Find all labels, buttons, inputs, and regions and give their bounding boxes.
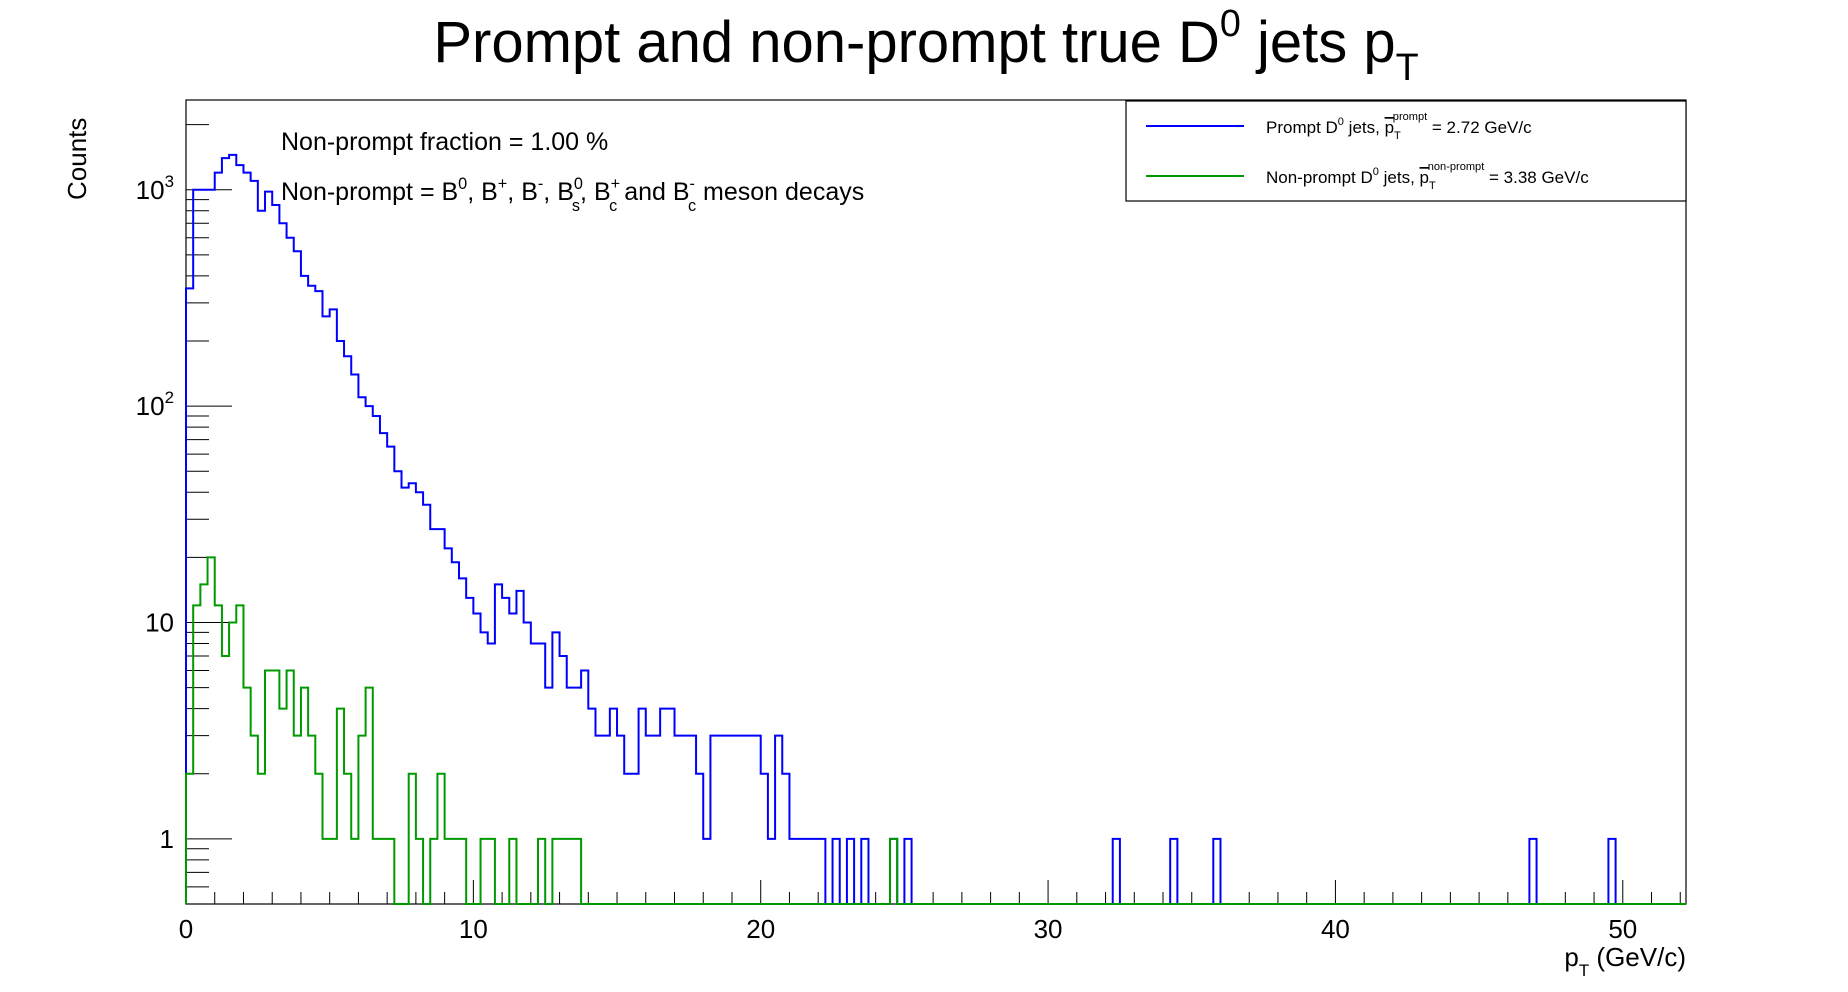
x-tick-label: 10	[459, 914, 488, 944]
legend: Prompt D0 jets, pTprompt = 2.72 GeV/c No…	[1125, 100, 1687, 202]
y-tick-label: 1	[160, 824, 174, 854]
legend-box	[1125, 100, 1687, 202]
y-tick-label: 102	[136, 388, 174, 421]
title-sub: T	[1396, 46, 1419, 88]
x-tick-label: 20	[746, 914, 775, 944]
series-prompt-line	[185, 153, 1686, 905]
x-axis: 0 10 20 30 40 50	[179, 880, 1681, 944]
annotation-fraction: Non-prompt fraction = 1.00 %	[281, 128, 608, 156]
chart-title: Prompt and non-prompt true D0 jets pT	[433, 2, 1418, 88]
title-main: Prompt and non-prompt true D	[433, 10, 1220, 75]
plot-frame	[185, 99, 1687, 905]
legend-label-prompt: Prompt D0 jets, pTprompt = 2.72 GeV/c	[1266, 111, 1532, 142]
annotation-decays: Non-prompt = B0, B+, B-, B0 s, B+ c and B-…	[281, 175, 864, 215]
x-tick-label: 40	[1321, 914, 1350, 944]
xlabel-rest: (GeV/c)	[1589, 942, 1686, 972]
xlabel-sub: T	[1579, 961, 1589, 980]
title-sup: 0	[1220, 2, 1241, 44]
legend-label-nonprompt: Non-prompt D0 jets, pTnon-prompt = 3.38 …	[1266, 161, 1589, 192]
x-tick-label: 50	[1608, 914, 1637, 944]
title-mid: jets p	[1241, 10, 1396, 75]
x-tick-label: 0	[179, 914, 193, 944]
y-tick-label: 10	[145, 608, 174, 638]
x-axis-label: pT (GeV/c)	[1564, 942, 1686, 980]
y-tick-label: 103	[136, 172, 174, 205]
series-nonprompt-line	[185, 556, 1686, 905]
xlabel-p: p	[1564, 942, 1578, 972]
y-axis-label: Counts	[62, 118, 92, 200]
x-tick-label: 30	[1034, 914, 1063, 944]
